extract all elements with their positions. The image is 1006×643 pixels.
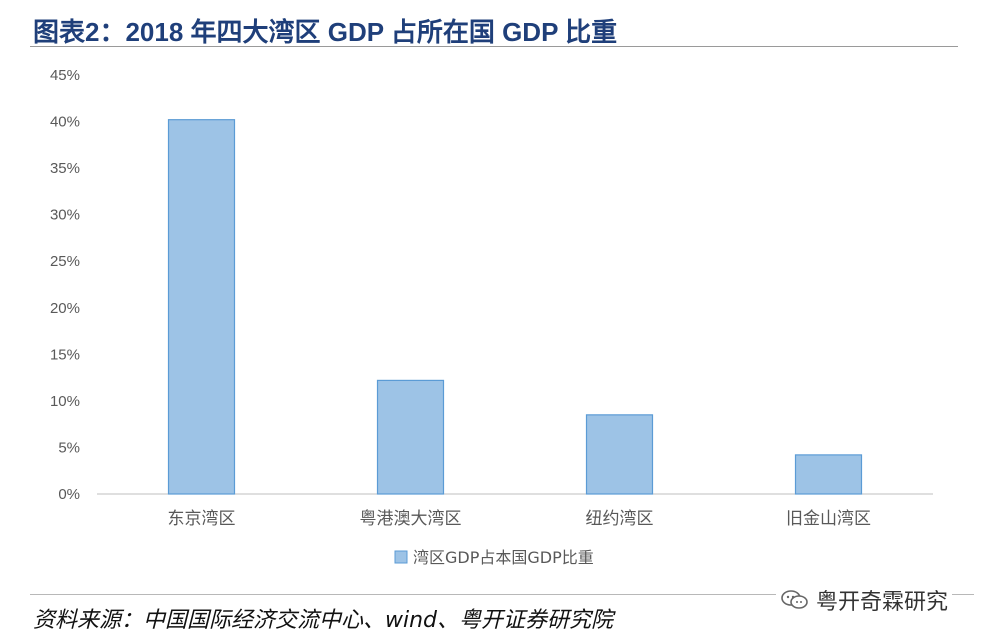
watermark-text: 粤开奇霖研究 (816, 590, 949, 615)
y-tick-label: 20% (50, 300, 80, 317)
footer-divider (30, 594, 974, 595)
bar (585, 414, 654, 495)
y-tick-label: 0% (58, 486, 80, 503)
x-tick-label: 粤港澳大湾区 (360, 509, 462, 529)
y-tick-label: 30% (50, 207, 80, 224)
y-tick-label: 10% (50, 393, 80, 410)
legend-label: 湾区GDP占本国GDP比重 (413, 548, 594, 567)
y-tick-label: 40% (50, 114, 80, 131)
bar (794, 454, 863, 495)
y-tick-label: 25% (50, 253, 80, 270)
legend-swatch (394, 550, 408, 564)
y-tick-label: 15% (50, 346, 80, 363)
y-tick-label: 35% (50, 160, 80, 177)
x-tick-label: 纽约湾区 (586, 509, 654, 529)
title-divider (30, 46, 958, 47)
source-note: 资料来源：中国国际经济交流中心、wind、粤开证券研究院 (33, 608, 614, 633)
y-tick-label: 5% (58, 439, 80, 456)
x-tick-label: 旧金山湾区 (786, 509, 871, 529)
x-tick-label: 东京湾区 (168, 509, 236, 529)
bar (376, 379, 445, 495)
watermark: 粤开奇霖研究 (776, 585, 953, 615)
y-tick-label: 45% (50, 67, 80, 84)
bar (167, 119, 236, 495)
chart-title: 图表2：2018 年四大湾区 GDP 占所在国 GDP 比重 (33, 17, 618, 47)
wechat-icon (780, 588, 810, 612)
